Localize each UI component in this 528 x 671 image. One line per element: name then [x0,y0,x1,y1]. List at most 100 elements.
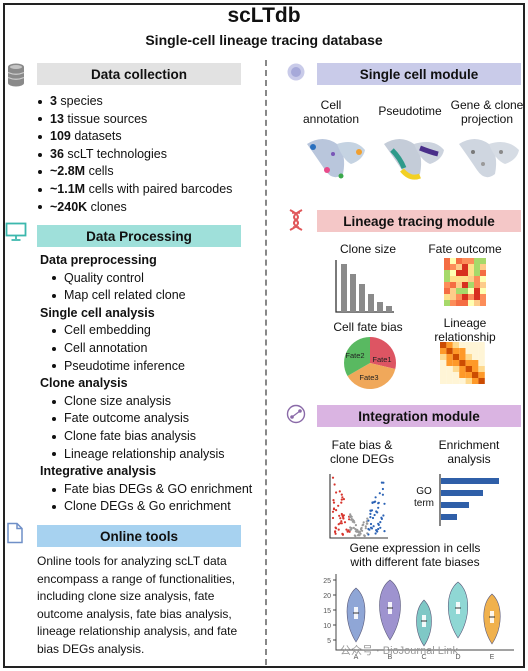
volcano-point [337,523,340,526]
volcano-point [369,526,373,529]
violin-ytick-label: 15 [323,608,331,615]
collection-item: ~1.1M cells with paired barcodes [38,181,232,199]
processing-item: Clone size analysis [40,393,252,411]
page-subtitle: Single-cell lineage tracing database [145,32,383,48]
volcano-point [374,496,377,499]
heatmap-cell [465,360,472,366]
collection-label: species [56,94,103,108]
processing-item-label: Map cell related clone [64,288,186,303]
heatmap-cell [450,294,456,300]
heatmap-cell [440,378,447,384]
violin-category-label: D [455,654,460,661]
clone-size-bar-chart [335,260,394,313]
volcano-point [373,513,376,517]
bullet [38,134,42,139]
gene-clone-projection-label: Gene & clone projection [450,98,524,126]
monitor-icon [5,222,27,241]
volcano-point [358,530,361,533]
violin-ytick-label: 10 [323,623,331,630]
processing-item-label: Quality control [64,270,144,285]
volcano-point [363,534,366,537]
volcano-point [331,510,335,513]
lineage-relationship-label: Lineage relationship [434,316,496,344]
volcano-point [340,512,343,516]
volcano-point [338,514,341,517]
volcano-point [340,520,343,523]
heatmap-cell [462,270,468,276]
heatmap-cell [474,264,480,270]
violin-ytick-label: 20 [323,593,331,600]
collection-label: datasets [70,129,122,144]
volcano-point [361,524,364,527]
heatmap-cell [452,348,460,354]
volcano-point [342,514,345,517]
bullet [38,152,42,157]
collection-item: 13 tissue sources [38,111,232,129]
collection-label: tissue sources [63,111,148,126]
collection-label: scLT technologies [63,146,167,161]
volcano-point [366,517,369,520]
volcano-point [349,515,352,519]
heatmap-cell [480,264,486,270]
collection-count: 13 [50,111,64,126]
database-icon [7,63,25,87]
heatmap-cell [446,348,453,354]
heatmap-cell [478,348,485,354]
volcano-point [352,526,355,529]
heatmap-cell [468,300,474,306]
heatmap-cell [468,264,474,270]
heatmap-cell [444,258,450,264]
volcano-point [337,504,340,507]
heatmap-cell [474,282,480,288]
volcano-point [342,498,345,501]
figure-frame [3,3,525,668]
heatmap-cell [450,282,456,288]
heatmap-cell [480,282,486,288]
violin-category-label: B [388,654,393,661]
watermark: 公众号 · BioJournal Link [340,645,458,657]
integration-module-header: Integration module [317,405,521,427]
heatmap-cell [472,342,479,348]
fate-bias-degs-label: Fate bias & clone DEGs [329,438,395,466]
heatmap-cell [459,378,466,384]
bullet [52,417,56,422]
processing-item: Fate bias DEGs & GO enrichment [40,481,252,499]
heatmap-cell [446,360,453,366]
volcano-point [359,532,362,535]
heatmap-cell [452,378,460,384]
violin-ytick-label: 25 [323,578,331,585]
heatmap-cell [459,366,466,372]
volcano-point [354,524,357,527]
volcano-point [334,532,337,535]
volcano-plot [329,474,388,539]
volcano-point [331,516,335,520]
volcano-point [339,517,342,520]
volcano-point [379,521,382,524]
cell-annotation-label: Cell annotation [302,98,360,126]
bullet [52,329,56,334]
heatmap-cell [480,276,486,282]
processing-item-label: Clone size analysis [64,393,171,408]
violin-category-label: C [421,654,426,661]
collection-count: 36 [50,146,64,161]
bullet [52,364,56,369]
heatmap-cell [462,294,468,300]
heatmap-cell [452,372,460,378]
collection-label: cells [85,164,114,179]
heatmap-cell [446,354,453,360]
heatmap-cell [459,342,466,348]
gene-expression-label: Gene expression in cells with different f… [349,541,481,569]
processing-item: Cell annotation [40,340,252,358]
volcano-point [377,522,380,525]
volcano-point [382,514,385,517]
heatmap-cell [474,276,480,282]
heatmap-cell [456,270,462,276]
volcano-point [381,487,384,491]
violin-category-label: E [490,654,495,661]
volcano-point [341,533,344,536]
processing-item: Clone fate bias analysis [40,428,252,446]
collection-item: ~2.8M cells [38,163,232,181]
volcano-point [331,476,335,479]
heatmap-cell [480,270,486,276]
collection-item: 3 species [38,93,232,111]
